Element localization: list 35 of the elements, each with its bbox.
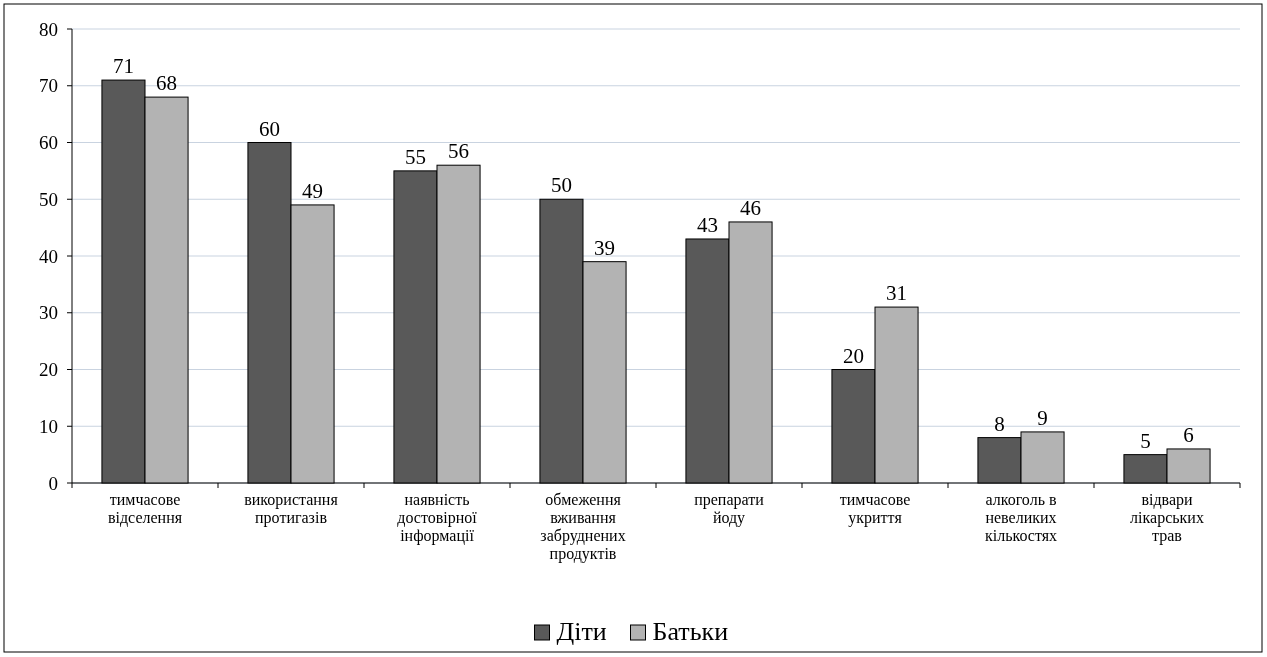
legend-label: Батьки xyxy=(652,617,729,646)
y-tick-label: 20 xyxy=(39,359,58,381)
legend-label: Діти xyxy=(556,617,607,646)
x-tick-label: наявність достовірної інформації xyxy=(397,491,478,545)
y-tick-label: 40 xyxy=(39,245,58,267)
y-tick-label: 30 xyxy=(39,302,58,324)
data-label: 60 xyxy=(258,116,280,141)
y-tick-label: 10 xyxy=(39,415,58,437)
x-tick-label: використання протигазів xyxy=(244,491,339,527)
data-label: 8 xyxy=(994,411,1005,436)
data-label: 50 xyxy=(550,173,572,198)
data-label: 20 xyxy=(842,343,864,368)
data-label: 71 xyxy=(112,54,134,79)
data-label: 31 xyxy=(886,281,908,306)
y-tick-label: 60 xyxy=(39,132,58,154)
x-tick-label: відвари лікарських трав xyxy=(1130,491,1204,545)
data-label: 9 xyxy=(1037,405,1048,430)
x-tick-label: тимчасове укриття xyxy=(839,491,911,527)
data-label: 39 xyxy=(594,235,616,260)
data-label: 43 xyxy=(696,212,718,237)
x-tick-label: препарати йоду xyxy=(694,491,765,527)
y-tick-label: 70 xyxy=(39,75,58,97)
data-label: 68 xyxy=(156,71,178,96)
data-label: 5 xyxy=(1140,428,1151,453)
data-label: 55 xyxy=(404,144,426,169)
data-label: 56 xyxy=(448,139,470,164)
x-tick-label: обмеження вживання забруднених продуктів xyxy=(540,491,626,563)
data-label: 49 xyxy=(302,178,324,203)
x-tick-label: алкоголь в невеликих кількостях xyxy=(984,491,1058,544)
y-tick-label: 80 xyxy=(39,18,58,40)
data-label: 46 xyxy=(740,195,762,220)
y-tick-label: 0 xyxy=(48,472,58,494)
data-label: 6 xyxy=(1183,422,1194,447)
x-tick-label: тимчасове відселення xyxy=(107,491,183,527)
y-tick-label: 50 xyxy=(39,188,58,210)
